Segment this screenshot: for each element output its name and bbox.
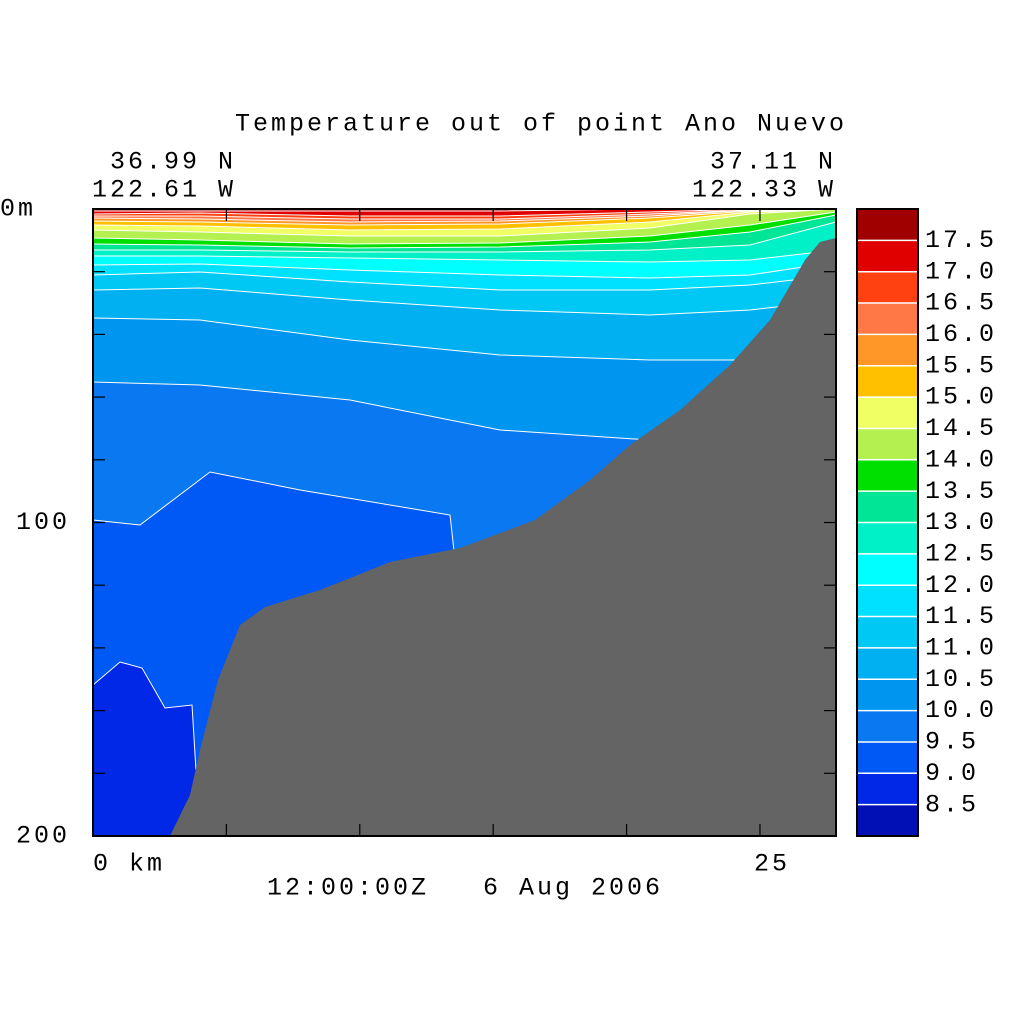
colorbar-label: 9.5 [925, 728, 979, 757]
colorbar-label: 11.5 [925, 602, 997, 631]
contour-line [93, 214, 836, 249]
corner-label: 37.11 N [710, 148, 836, 177]
x-tick-label: 25 [754, 850, 790, 879]
y-tick-label: 200 [16, 822, 70, 851]
corner-label: 122.33 W [692, 176, 836, 205]
colorbar-band [857, 804, 918, 836]
contour-line [93, 661, 201, 836]
colorbar-band [857, 428, 918, 460]
colorbar-label: 10.5 [925, 665, 997, 694]
contour-band [93, 662, 836, 836]
contour-line [93, 209, 836, 231]
contour-line [93, 261, 836, 279]
colorbar-band [857, 397, 918, 429]
colorbar-band [857, 553, 918, 586]
contour-line [93, 271, 836, 291]
colorbar-band [857, 459, 918, 492]
colorbar-label: 9.0 [925, 759, 979, 788]
colorbar-band [857, 585, 918, 617]
colorbar-band [857, 710, 918, 742]
colorbar-label: 11.0 [925, 634, 997, 663]
colorbar-label: 12.0 [925, 571, 997, 600]
contour-line [93, 209, 836, 217]
colorbar-band [857, 271, 918, 304]
contour-line [93, 209, 836, 226]
contour-field [93, 209, 836, 836]
time-label: 12:00:00Z 6 Aug 2006 [267, 874, 663, 903]
colorbar-band [857, 491, 918, 523]
colorbar-label: 16.0 [925, 320, 997, 349]
contour-line [93, 209, 836, 237]
corner-label: 122.61 W [92, 176, 236, 205]
chart-title: Temperature out of point Ano Nuevo [235, 110, 847, 139]
terrain [170, 238, 836, 836]
colorbar-label: 13.5 [925, 477, 997, 506]
corner-label: 36.99 N [110, 148, 236, 177]
colorbar-band [857, 240, 918, 272]
colorbar-label: 12.5 [925, 539, 997, 568]
colorbar-label: 14.0 [925, 445, 997, 474]
colorbar-label: 14.5 [925, 414, 997, 443]
contour-line [93, 249, 836, 263]
colorbar-band [857, 616, 918, 648]
colorbar-frame [856, 208, 919, 837]
contour-line [93, 221, 836, 253]
colorbar-label: 17.5 [925, 226, 997, 255]
contour-line [93, 211, 836, 245]
colorbar-label: 10.0 [925, 696, 997, 725]
colorbar-label: 13.0 [925, 508, 997, 537]
contour-line [93, 287, 836, 316]
y-tick-label: 100 [16, 508, 70, 537]
colorbar-band [857, 741, 918, 774]
colorbar-label: 17.0 [925, 257, 997, 286]
colorbar-label: 8.5 [925, 790, 979, 819]
colorbar-band [857, 773, 918, 805]
colorbar-band [857, 522, 918, 554]
colorbar-band [857, 209, 918, 241]
colorbar-band [857, 303, 918, 335]
colorbar-band [857, 647, 918, 680]
x-tick-label: 0 km [93, 850, 165, 879]
colorbar-label: 16.5 [925, 289, 997, 318]
y-tick-label: 0m [0, 195, 36, 224]
colorbar-band [857, 679, 918, 711]
colorbar-band [857, 334, 918, 366]
contour-line [93, 209, 836, 212]
colorbar-label: 15.0 [925, 383, 997, 412]
colorbar-band [857, 365, 918, 398]
colorbar-label: 15.5 [925, 351, 997, 380]
